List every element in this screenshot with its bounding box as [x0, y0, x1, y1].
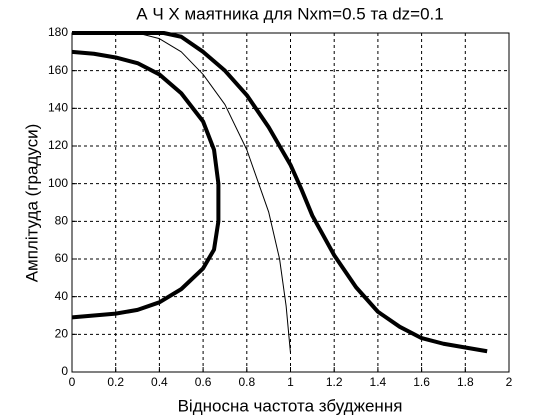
x-tick-label: 0.2 [107, 375, 124, 389]
x-tick-label: 1.8 [457, 375, 474, 389]
y-tick-label: 80 [55, 214, 69, 228]
x-axis-label: Відносна частота збудження [178, 396, 403, 415]
curve [71, 49, 221, 320]
y-tick-label: 180 [48, 25, 68, 39]
x-tick-label: 1 [287, 375, 294, 389]
y-tick-label: 120 [48, 138, 68, 152]
y-tick-label: 100 [48, 176, 68, 190]
y-tick-label: 160 [48, 63, 68, 77]
x-tick-label: 0.6 [195, 375, 212, 389]
y-tick-label: 140 [48, 101, 68, 115]
y-axis-label: Амплітуда (градуси) [22, 124, 41, 283]
x-tick-label: 0 [69, 375, 76, 389]
curve [72, 31, 488, 354]
y-tick-label: 40 [55, 289, 69, 303]
x-tick-label: 2 [506, 375, 513, 389]
x-tick-label: 1.4 [370, 375, 387, 389]
y-tick-label: 60 [55, 251, 69, 265]
y-tick-label: 20 [55, 327, 69, 341]
y-tick-label: 0 [61, 364, 68, 378]
chart-title: А Ч Х маятника для Nxm=0.5 та dz=0.1 [136, 4, 443, 23]
x-tick-label: 0.8 [238, 375, 255, 389]
x-tick-label: 1.2 [326, 375, 343, 389]
x-tick-label: 0.4 [151, 375, 168, 389]
plot-frame [71, 32, 510, 373]
x-tick-label: 1.6 [413, 375, 430, 389]
curve [72, 32, 291, 354]
